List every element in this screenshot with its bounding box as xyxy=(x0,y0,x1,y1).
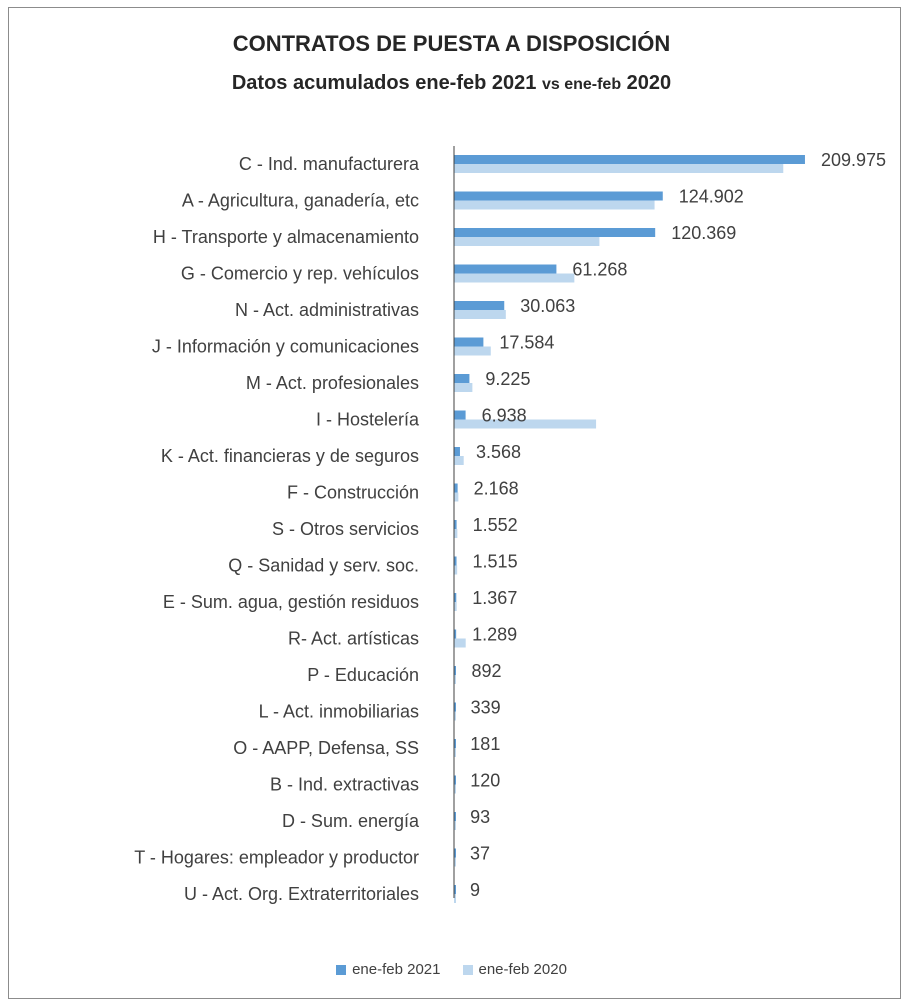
data-label-2021: 120.369 xyxy=(671,223,736,243)
bar-2020 xyxy=(454,748,456,757)
bar-2021 xyxy=(454,447,460,456)
subtitle-part-2: vs ene-feb xyxy=(541,76,622,93)
legend-swatch-2021 xyxy=(336,964,347,975)
bar-2020 xyxy=(454,346,491,356)
bar-2021 xyxy=(454,337,484,347)
bar-2020 xyxy=(454,821,456,830)
category-label: S - Otros servicios xyxy=(272,519,419,539)
bar-2021 xyxy=(454,556,457,566)
bar-2020 xyxy=(454,638,466,648)
data-label-2021: 93 xyxy=(470,807,490,827)
subtitle-part-1: Datos acumulados ene-feb 2021 xyxy=(231,72,542,94)
legend-item-2021: ene-feb 2021 xyxy=(336,961,441,978)
subtitle-part-3: 2020 xyxy=(621,72,672,94)
bar-2021 xyxy=(454,155,805,164)
category-label: I - Hostelería xyxy=(316,410,420,430)
bar-2020 xyxy=(454,456,464,465)
legend-item-2020: ene-feb 2020 xyxy=(462,961,567,978)
data-label-2021: 1.367 xyxy=(472,588,517,608)
bar-2020 xyxy=(454,894,456,903)
data-label-2021: 37 xyxy=(470,844,490,864)
category-label: A - Agricultura, ganadería, etc xyxy=(182,191,419,211)
category-label: U - Act. Org. Extraterritoriales xyxy=(184,884,419,904)
category-label: R- Act. artísticas xyxy=(288,629,419,649)
bar-2020 xyxy=(454,237,600,246)
category-label: J - Información y comunicaciones xyxy=(152,337,419,357)
bar-2021 xyxy=(454,301,505,310)
bar-2021 xyxy=(454,775,456,785)
category-label: F - Construcción xyxy=(287,483,419,503)
data-label-2021: 17.584 xyxy=(499,333,554,353)
data-label-2021: 181 xyxy=(470,734,500,754)
data-label-2021: 2.168 xyxy=(474,479,519,499)
category-label: H - Transporte y almacenamiento xyxy=(153,227,419,247)
category-label: G - Comercio y rep. vehículos xyxy=(181,264,419,284)
data-label-2021: 3.568 xyxy=(476,442,521,462)
category-label: Q - Sanidad y serv. soc. xyxy=(228,556,419,576)
data-label-2021: 124.902 xyxy=(679,187,744,207)
category-label: L - Act. inmobiliarias xyxy=(259,702,419,722)
bar-2021 xyxy=(454,739,456,748)
bar-2020 xyxy=(454,857,456,867)
category-label: N - Act. administrativas xyxy=(235,300,419,320)
bar-2021 xyxy=(454,629,457,639)
bar-2020 xyxy=(454,784,456,794)
bar-2020 xyxy=(454,529,458,538)
bar-2021 xyxy=(454,702,456,712)
bar-2021 xyxy=(454,885,456,894)
bar-2020 xyxy=(454,383,473,392)
bar-2020 xyxy=(454,602,457,611)
data-label-2021: 209.975 xyxy=(821,150,886,170)
chart-title: CONTRATOS DE PUESTA A DISPOSICIÓN xyxy=(232,31,671,56)
category-label: E - Sum. agua, gestión residuos xyxy=(163,592,419,612)
bar-2021 xyxy=(454,593,457,602)
chart-subtitle: Datos acumulados ene-feb 2021 vs ene-feb… xyxy=(0,72,903,95)
data-label-2021: 1.515 xyxy=(473,552,518,572)
bar-2021 xyxy=(454,410,466,420)
data-label-2021: 9.225 xyxy=(485,369,530,389)
data-label-2021: 30.063 xyxy=(520,296,575,316)
bar-2020 xyxy=(454,565,458,575)
data-label-2021: 892 xyxy=(471,661,501,681)
chart-legend: ene-feb 2021 ene-feb 2020 xyxy=(0,961,903,978)
data-label-2021: 6.938 xyxy=(482,406,527,426)
bar-2020 xyxy=(454,273,575,283)
legend-label-2021: ene-feb 2021 xyxy=(352,961,441,978)
bar-2020 xyxy=(454,492,459,502)
bar-2021 xyxy=(454,191,663,201)
category-label: O - AAPP, Defensa, SS xyxy=(233,738,419,758)
bar-2021 xyxy=(454,666,456,675)
category-label: M - Act. profesionales xyxy=(246,373,419,393)
bar-2021 xyxy=(454,520,457,529)
bar-2020 xyxy=(454,164,784,173)
category-label: T - Hogares: empleador y productor xyxy=(134,848,419,868)
data-label-2021: 61.268 xyxy=(572,260,627,280)
legend-label-2020: ene-feb 2020 xyxy=(478,961,567,978)
data-label-2021: 9 xyxy=(470,880,480,900)
bar-2021 xyxy=(454,374,470,383)
bar-2020 xyxy=(454,200,655,210)
category-label: D - Sum. energía xyxy=(282,811,420,831)
bar-2021 xyxy=(454,483,458,493)
bar-2021 xyxy=(454,264,557,274)
data-label-2021: 1.289 xyxy=(472,625,517,645)
bar-2020 xyxy=(454,711,456,721)
data-label-2021: 339 xyxy=(471,698,501,718)
bar-2021 xyxy=(454,812,456,821)
bar-2021 xyxy=(454,228,656,237)
data-label-2021: 1.552 xyxy=(473,515,518,535)
category-label: K - Act. financieras y de seguros xyxy=(161,446,419,466)
bar-2020 xyxy=(454,310,506,319)
legend-swatch-2020 xyxy=(462,964,473,975)
category-label: B - Ind. extractivas xyxy=(270,775,419,795)
data-label-2021: 120 xyxy=(470,771,500,791)
bar-2020 xyxy=(454,419,597,429)
bar-2021 xyxy=(454,848,456,858)
category-label: C - Ind. manufacturera xyxy=(239,154,420,174)
category-label: P - Educación xyxy=(307,665,419,685)
bar-2020 xyxy=(454,675,456,684)
